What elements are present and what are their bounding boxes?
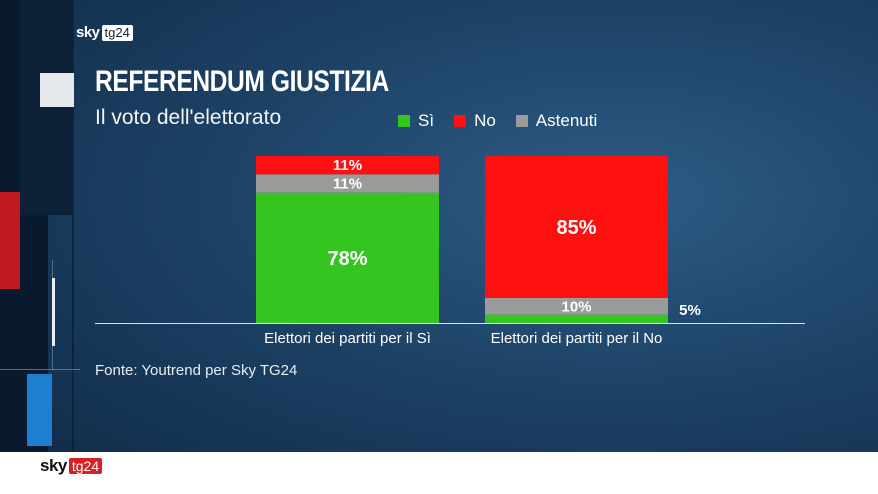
logo-tg24-text: tg24 <box>68 458 103 474</box>
legend-item-astenuti: Astenuti <box>515 111 598 131</box>
legend-label-astenuti: Astenuti <box>535 111 598 130</box>
legend-label-si: Sì <box>418 111 435 130</box>
stacked-bar-chart: 78% 11% 11% Elettori dei partiti per il Sì 5… <box>95 156 805 347</box>
legend-label-no: No <box>474 111 496 130</box>
data-label-no-1: 85% <box>556 217 596 239</box>
bar-segment-astenuti-1 <box>485 297 668 315</box>
chart-legend: Sì No Astenuti <box>398 111 597 131</box>
decorative-red-block <box>0 192 20 289</box>
legend-swatch-no <box>454 115 467 127</box>
decorative-white-bar <box>52 278 55 346</box>
logo-tg24-text: tg24 <box>101 24 133 41</box>
decorative-square <box>40 73 74 107</box>
category-label-0: Elettori dei partiti per il Sì <box>264 330 431 347</box>
chart-subtitle: Il voto dell'elettorato <box>95 106 282 129</box>
bar-segment-no-0 <box>256 156 439 175</box>
bar-segment-s-0 <box>256 192 439 323</box>
logo-sky-text: sky <box>76 24 100 41</box>
bar-segment-s-1 <box>485 314 668 323</box>
category-label-1: Elettori dei partiti per il No <box>491 330 663 347</box>
legend-item-si: Sì <box>398 111 434 131</box>
legend-swatch-astenuti <box>515 115 528 127</box>
data-label-no-0: 11% <box>333 157 362 174</box>
decorative-line <box>0 369 80 370</box>
footer-bar <box>0 452 878 494</box>
skytg24-logo-footer: sky tg24 <box>40 456 103 476</box>
legend-item-no: No <box>454 111 496 131</box>
data-label-astenuti-0: 11% <box>333 176 362 193</box>
chart-title: REFERENDUM GIUSTIZIA <box>95 65 389 98</box>
logo-sky-text: sky <box>40 456 67 475</box>
skytg24-logo: sky tg24 <box>76 24 133 41</box>
decorative-blue-block <box>27 374 52 446</box>
data-label-s-0: 78% <box>327 248 367 270</box>
broadcast-stage: sky tg24 REFERENDUM GIUSTIZIA Il voto de… <box>0 0 805 452</box>
bar-segment-astenuti-0 <box>256 174 439 193</box>
decorative-line <box>72 0 74 452</box>
bar-segment-no-1 <box>485 156 668 298</box>
decorative-panel <box>20 0 72 215</box>
legend-swatch-si <box>398 115 410 127</box>
data-label-astenuti-1: 10% <box>561 298 591 315</box>
source-note: Fonte: Youtrend per Sky TG24 <box>95 362 298 379</box>
data-label-s-1: 5% <box>679 302 701 319</box>
